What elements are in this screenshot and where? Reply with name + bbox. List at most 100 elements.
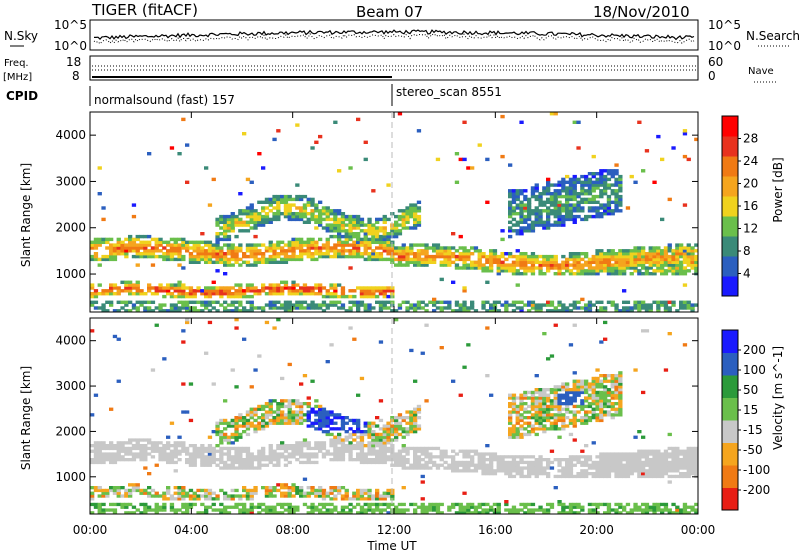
heatmap-cell (557, 396, 562, 400)
heatmap-cell (219, 418, 224, 423)
heatmap-cell (378, 300, 384, 304)
heatmap-cell (352, 240, 357, 244)
heatmap-cell (534, 206, 539, 210)
heatmap-cell (572, 260, 577, 264)
heatmap-cell (454, 254, 460, 259)
heatmap-cell (618, 458, 623, 462)
heatmap-cell (523, 269, 528, 273)
heatmap-cell (454, 300, 460, 304)
heatmap-cell (97, 508, 102, 512)
heatmap-cell (652, 472, 657, 476)
heatmap-cell (397, 413, 403, 417)
heatmap-cell (120, 249, 125, 253)
heatmap-cell (386, 491, 391, 495)
heatmap-cell (413, 502, 418, 507)
heatmap-cell (663, 505, 669, 509)
heatmap-cell (264, 246, 270, 250)
heatmap-cell (185, 294, 190, 299)
heatmap-cell (162, 252, 167, 256)
heatmap-cell (644, 149, 650, 153)
heatmap-cell (264, 413, 270, 417)
heatmap-cell (264, 416, 270, 420)
heatmap-cell (344, 223, 349, 227)
heatmap-cell (610, 300, 615, 304)
heatmap-cell (352, 217, 357, 222)
heatmap-cell (352, 234, 357, 239)
heatmap-cell (367, 458, 372, 462)
heatmap-cell (367, 229, 372, 233)
heatmap-cell (584, 183, 589, 187)
heatmap-cell (295, 303, 300, 307)
heatmap-cell (223, 243, 228, 247)
heatmap-cell (109, 407, 114, 411)
heatmap-cell (557, 399, 562, 403)
heatmap-cell (606, 410, 612, 414)
heatmap-cell (663, 260, 669, 264)
heatmap-cell (546, 192, 551, 196)
heatmap-cell (268, 505, 273, 509)
heatmap-cell (614, 263, 619, 267)
heatmap-cell (557, 458, 562, 462)
heatmap-cell (340, 452, 346, 456)
power-heatmap (90, 112, 698, 312)
heatmap-cell (473, 263, 479, 267)
heatmap-cell (204, 458, 209, 462)
heatmap-cell (667, 266, 672, 270)
heatmap-cell (378, 234, 384, 239)
heatmap-cell (264, 455, 270, 459)
heatmap-cell (462, 303, 467, 307)
heatmap-cell (253, 252, 258, 256)
heatmap-cell (587, 172, 593, 176)
heatmap-cell (295, 410, 300, 414)
heatmap-cell (139, 234, 144, 239)
heatmap-cell (340, 212, 346, 216)
heatmap-cell (466, 306, 471, 310)
heatmap-cell (515, 189, 520, 193)
heatmap-cell (530, 404, 536, 409)
heatmap-cell (599, 502, 604, 507)
heatmap-cell (595, 172, 600, 176)
heatmap-cell (375, 497, 380, 501)
heatmap-cell (363, 491, 368, 495)
heatmap-cell (109, 488, 114, 493)
heatmap-cell (477, 263, 482, 267)
heatmap-cell (124, 502, 129, 507)
heatmap-cell (166, 446, 171, 451)
heatmap-cell (318, 306, 323, 310)
heatmap-cell (675, 260, 680, 264)
heatmap-cell (219, 435, 224, 439)
heatmap-cell (409, 252, 414, 256)
heatmap-cell (112, 502, 118, 507)
heatmap-cell (291, 246, 296, 250)
heatmap-cell (333, 283, 338, 287)
heatmap-cell (139, 488, 144, 493)
heatmap-cell (420, 474, 425, 479)
heatmap-cell (276, 488, 281, 493)
heatmap-cell (356, 455, 361, 459)
heatmap-cell (462, 300, 467, 304)
heatmap-cell (105, 237, 110, 242)
heatmap-cell (538, 463, 543, 467)
heatmap-cell (557, 435, 562, 439)
heatmap-cell (447, 466, 452, 470)
heatmap-cell (302, 413, 308, 417)
heatmap-cell (606, 404, 612, 409)
heatmap-cell (230, 466, 235, 470)
heatmap-cell (302, 455, 308, 459)
heatmap-cell (527, 424, 532, 428)
heatmap-cell (333, 435, 338, 439)
heatmap-cell (90, 257, 95, 262)
heatmap-cell (272, 194, 277, 199)
heatmap-cell (656, 306, 661, 310)
heatmap-cell (390, 249, 395, 253)
heatmap-cell (295, 505, 300, 509)
heatmap-cell (375, 234, 380, 239)
heatmap-cell (409, 421, 414, 425)
heatmap-cell (215, 223, 220, 227)
heatmap-cell (587, 206, 593, 210)
heatmap-cell (496, 272, 501, 276)
heatmap-cell (584, 180, 589, 184)
heatmap-cell (679, 303, 684, 307)
heatmap-cell (466, 452, 471, 456)
heatmap-cell (147, 289, 152, 293)
